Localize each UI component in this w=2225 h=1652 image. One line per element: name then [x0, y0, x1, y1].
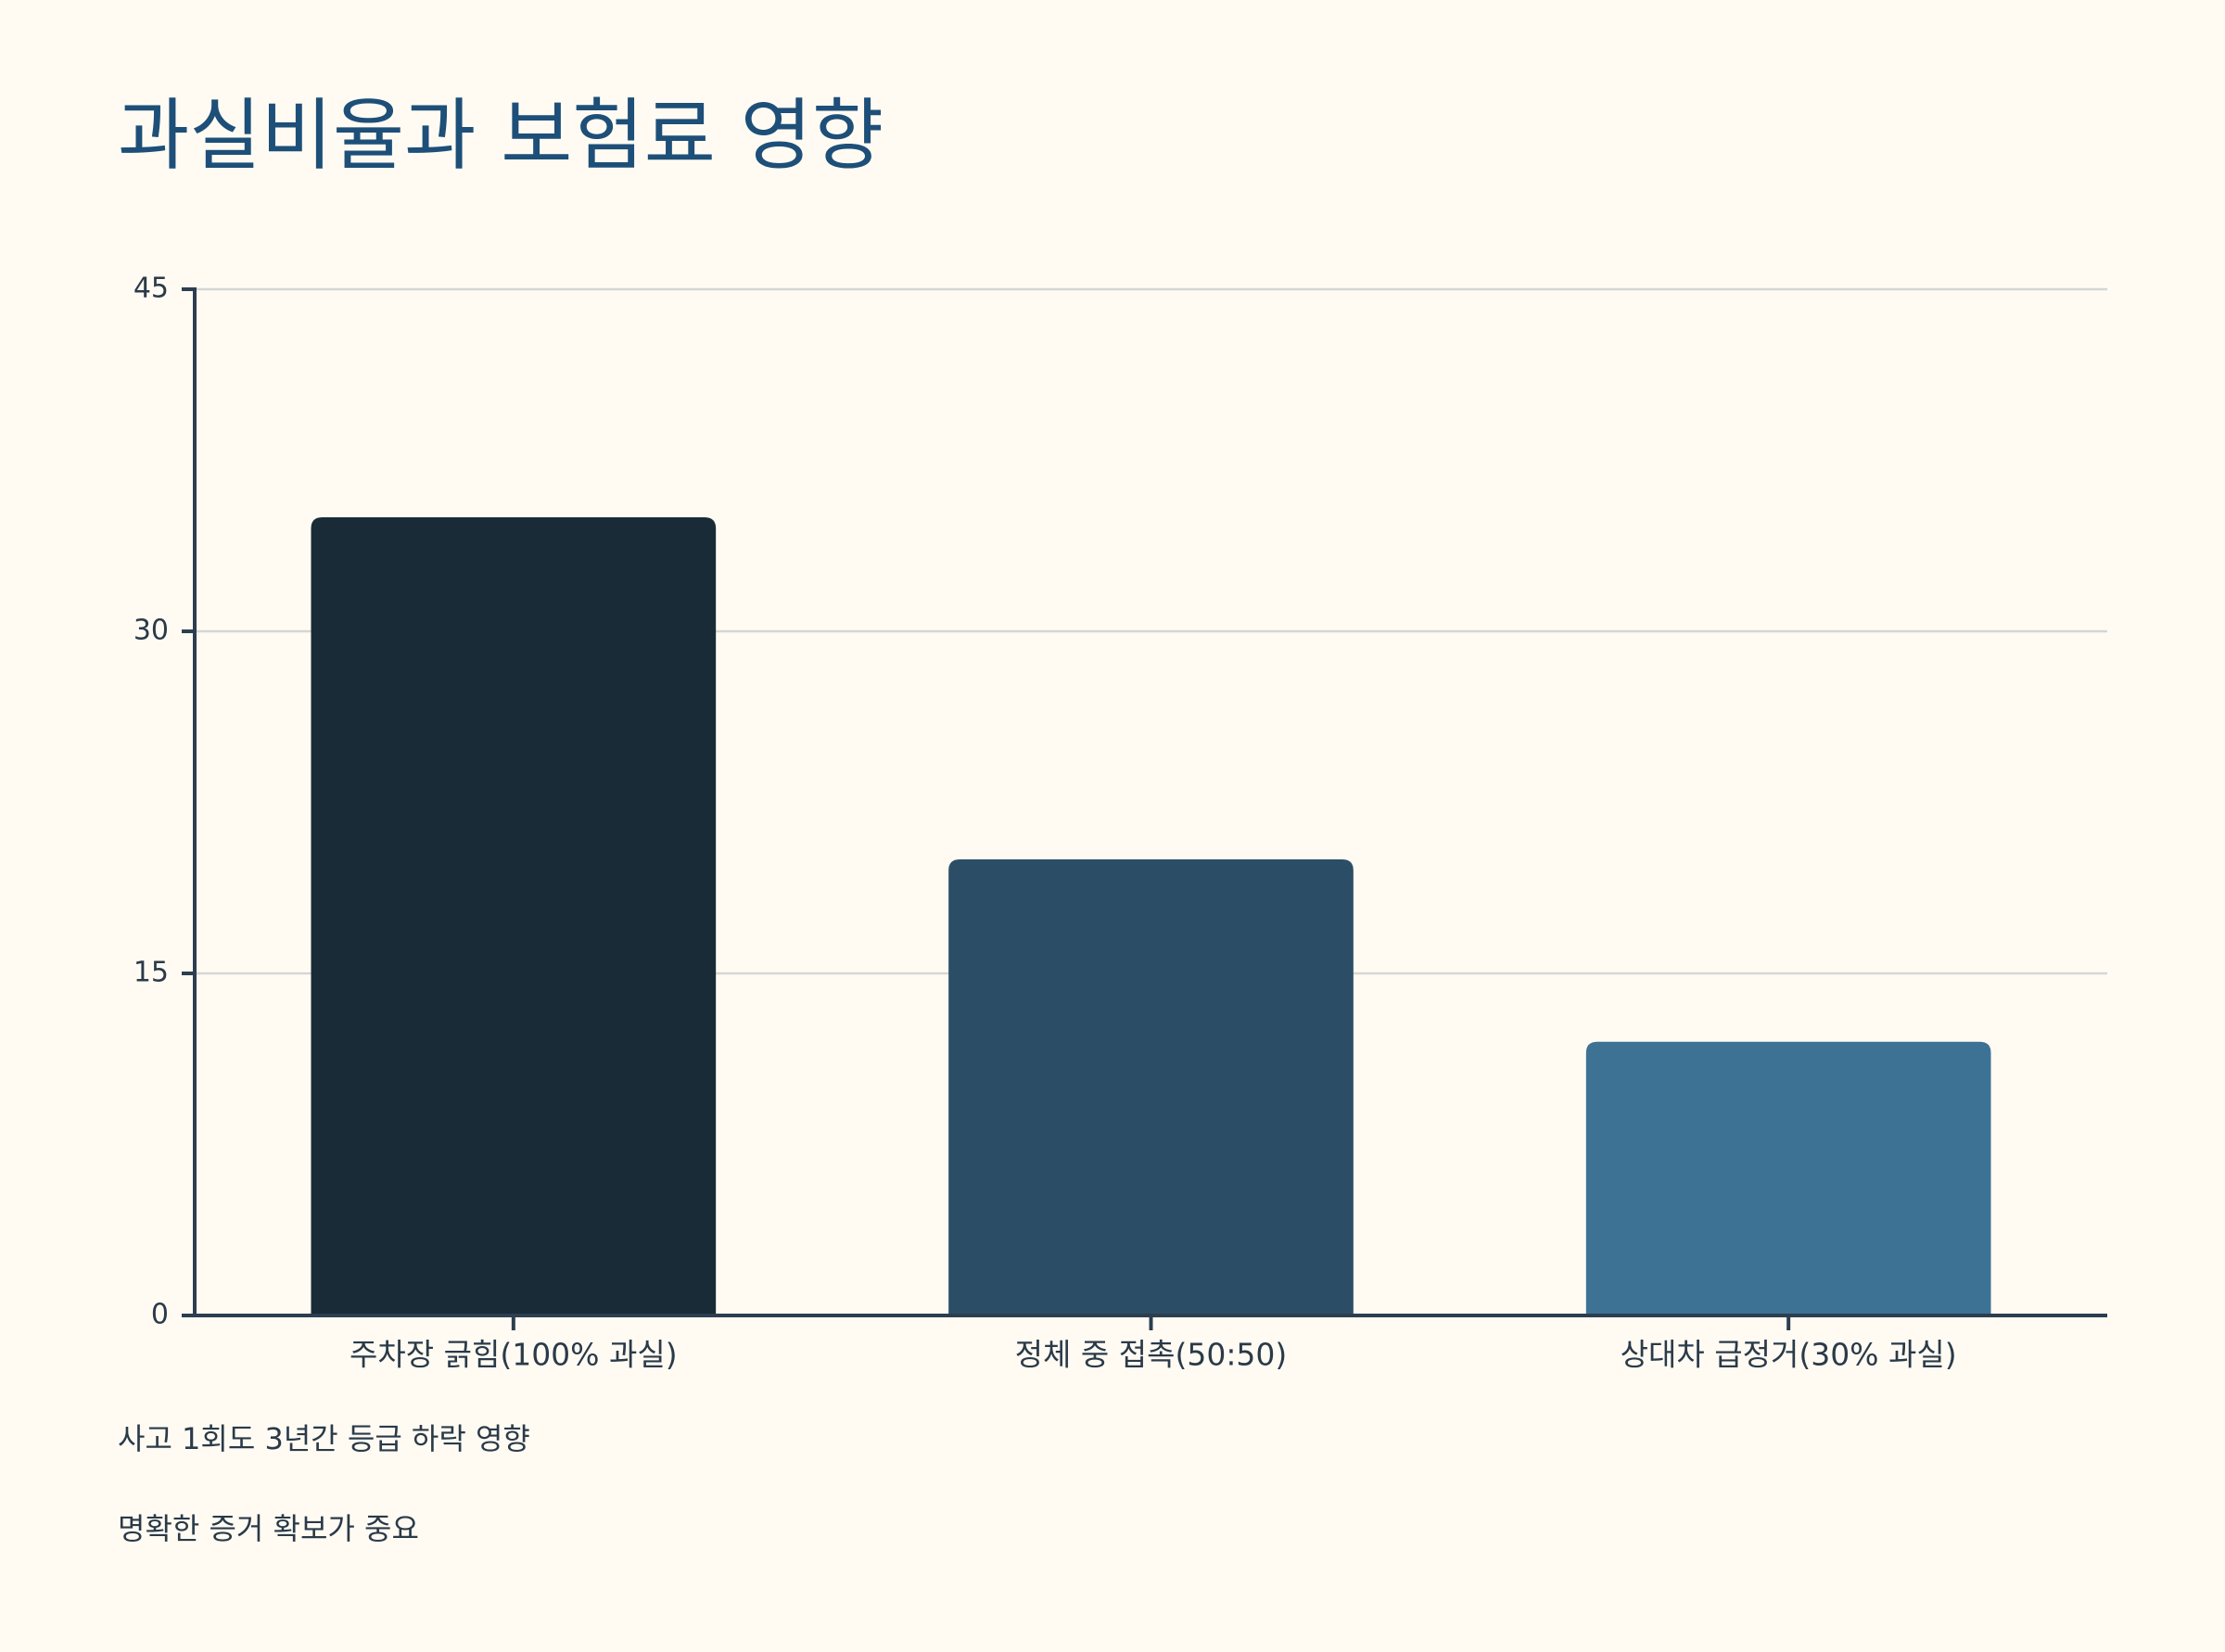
y-tick-label: 45: [134, 273, 169, 305]
bar: [948, 859, 1354, 1315]
bar: [1585, 1041, 1991, 1315]
chart-title: 과실비율과 보험료 영향: [118, 90, 884, 181]
x-tick-label: 상대차 급정거(30% 과실): [1621, 1337, 1957, 1373]
note: 사고 1회도 3년간 등급 하락 영향: [118, 1421, 530, 1456]
y-tick-label: 30: [134, 615, 169, 647]
x-tick-label: 주차장 긁힘(100% 과실): [350, 1337, 678, 1373]
bar: [311, 517, 717, 1315]
y-tick-label: 15: [134, 957, 169, 989]
note: 명확한 증거 확보가 중요: [118, 1511, 419, 1546]
x-tick-label: 정체 중 접촉(50:50): [1015, 1337, 1288, 1373]
y-tick-label: 0: [151, 1299, 169, 1331]
